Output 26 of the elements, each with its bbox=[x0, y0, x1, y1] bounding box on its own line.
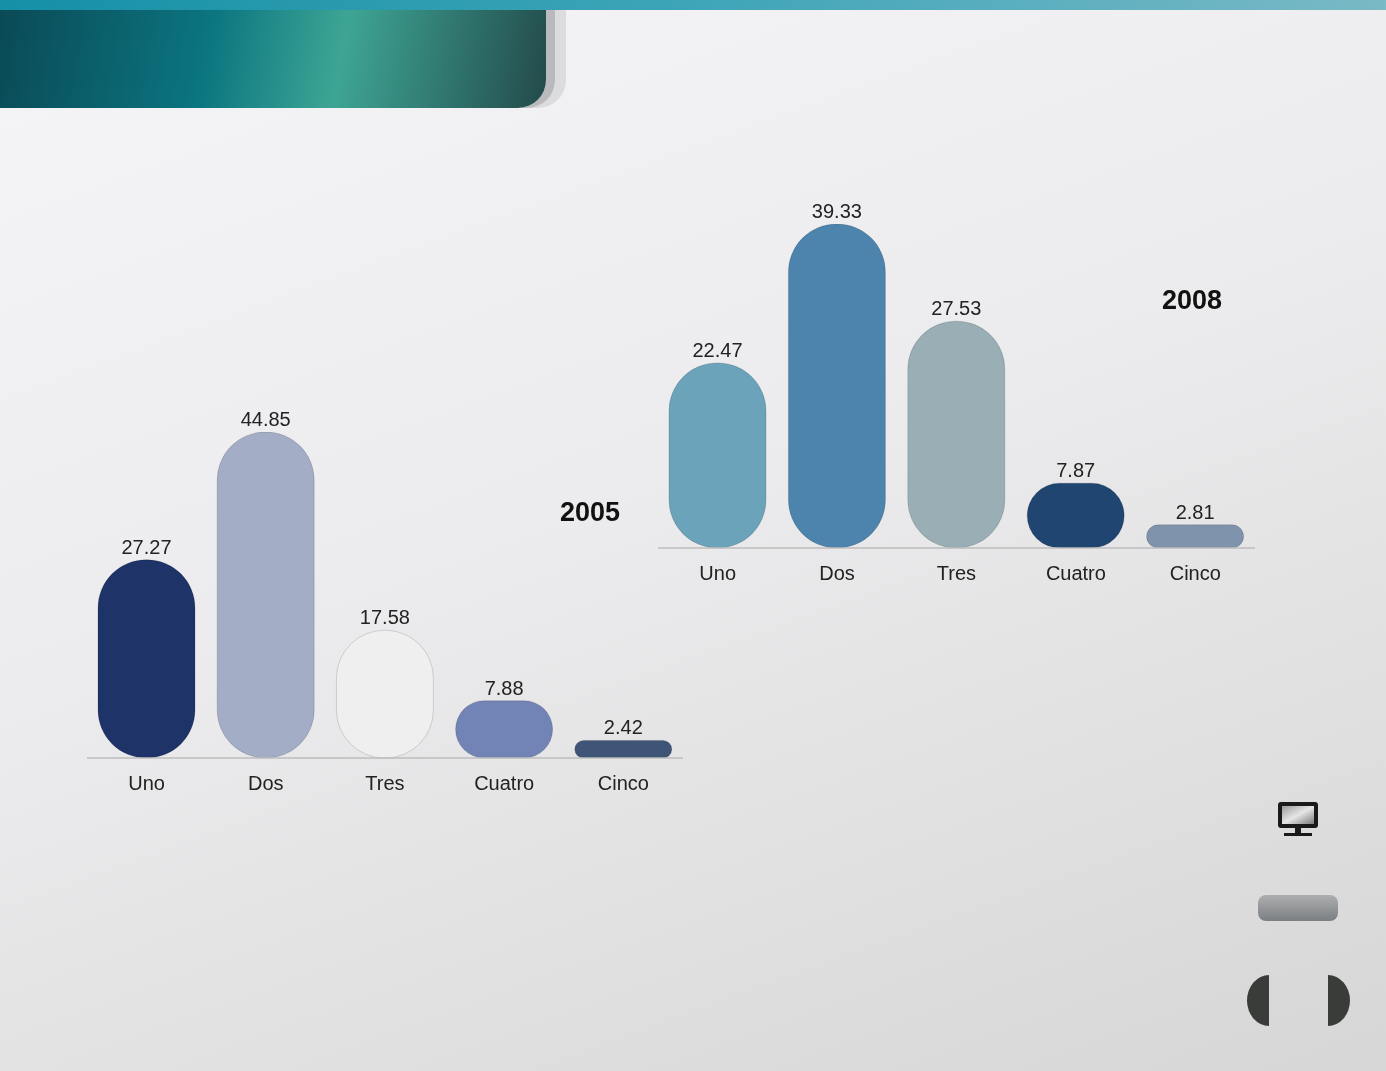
data-label: 7.87 bbox=[1056, 459, 1096, 482]
x-tick-label: Uno bbox=[128, 772, 165, 795]
data-label: 17.58 bbox=[359, 606, 410, 629]
x-tick-label: Tres bbox=[936, 562, 977, 585]
bar bbox=[574, 739, 673, 758]
data-label: 39.33 bbox=[811, 200, 862, 222]
bar bbox=[216, 432, 315, 758]
x-tick-label: Cinco bbox=[1169, 562, 1221, 585]
x-tick-label: Dos bbox=[248, 772, 284, 795]
data-label: 2.42 bbox=[603, 716, 643, 739]
data-label: 22.47 bbox=[692, 338, 743, 361]
x-tick-label: Cuatro bbox=[474, 772, 535, 795]
x-tick-label: Cuatro bbox=[1045, 562, 1106, 585]
x-tick-label: Cinco bbox=[597, 772, 649, 795]
bar bbox=[1146, 524, 1245, 548]
x-tick-label: Tres bbox=[365, 772, 405, 795]
data-label: 2.81 bbox=[1175, 500, 1215, 523]
bar bbox=[787, 224, 886, 548]
text: 2008 bbox=[1161, 284, 1223, 316]
text: 2005 bbox=[559, 496, 621, 528]
x-tick-label: Dos bbox=[819, 562, 855, 585]
data-label: 44.85 bbox=[240, 408, 291, 430]
data-label: 7.88 bbox=[484, 676, 524, 699]
data-label: 27.27 bbox=[121, 535, 172, 558]
x-tick-label: Uno bbox=[699, 562, 737, 585]
data-label: 27.53 bbox=[931, 297, 982, 320]
